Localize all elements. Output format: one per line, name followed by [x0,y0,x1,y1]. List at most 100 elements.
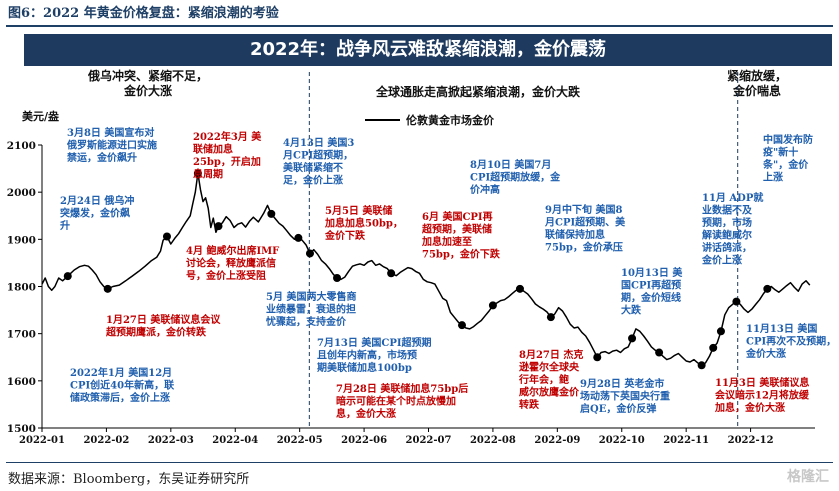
event-annotation-line: 7月28日 美联储加息75bp后 [336,382,468,395]
event-annotation-line: 行年会，鲍 [518,373,569,386]
event-annotation-line: CPI超预期放缓，金 [470,171,561,184]
event-annotation-line: 2022年3月 美 [193,130,262,143]
x-tick-label: 2022-04 [212,435,258,446]
event-marker [628,334,637,343]
event-annotation-line: 息周期 [193,168,223,181]
event-annotation-line: CPI再次不及预期， [746,335,836,348]
source-note: 数据来源：Bloomberg，东吴证券研究所 [8,472,250,487]
y-tick-label: 2100 [7,140,36,152]
legend-label: 伦敦黄金市场金价 [406,113,495,127]
event-annotation-line: 7月13日 美国CPI超预期 [317,336,432,349]
y-tick-label: 1500 [7,423,36,435]
event-annotation-line: 上涨 [763,171,783,184]
event-annotation-line: 2022年1月 美国12月 [70,366,172,379]
phase-label: 金价大涨 [123,83,172,98]
event-annotation-line: 预期，市场 [702,216,752,229]
event-annotation-line: 美联储紧缩不 [283,161,343,174]
event-annotation-line: 期美联储加息100bp [317,361,412,374]
event-annotation-line: 10月13日 美 [621,266,683,279]
event-annotation-line: 讲话鸽派， [702,241,752,254]
x-tick-label: 2022-10 [599,435,645,446]
event-annotation-line: 加息加息50bp， [324,217,403,230]
event-annotation-line: 月CPI超预期， [282,149,353,162]
event-marker [697,361,706,370]
event-marker [593,353,602,362]
event-annotation-line: 会议暗示12月将放缓 [715,389,810,402]
figure-title: 图6：2022 年黄金价格复盘：紧缩浪潮的考验 [8,6,279,21]
phase-label: 俄乌冲突、紧缩不足， [87,68,208,83]
event-marker [193,169,202,178]
event-annotation-line: 8月27日 杰克 [519,348,583,361]
event-markers [63,169,772,370]
event-annotation-line: 息，金价大涨 [336,407,396,420]
legend: 伦敦黄金市场金价 [365,113,495,127]
x-tick-label: 2022-06 [341,435,387,446]
event-annotation-line: 联储加息 [193,143,233,156]
event-annotation-line: 期，金价短线 [621,291,681,304]
title-rule [6,25,833,27]
event-annotation-line: 且创年内新高，市场预 [317,349,417,362]
event-annotation-line: 75bp，金价承压 [545,241,623,254]
x-tick-label: 2022-01 [19,435,65,446]
y-tick-label: 1800 [7,282,36,294]
event-annotation-line: 忧骤起，支持金价 [266,315,347,328]
event-annotation-line: 大跌 [621,304,642,317]
event-annotation-line: CPI创近40年新高，联 [70,379,174,392]
x-tick-label: 2022-02 [83,435,129,446]
event-annotation-line: 金价大涨 [745,347,786,360]
event-annotation-line: 3月8日 美国宣布对 [67,126,154,139]
event-marker [515,284,524,293]
event-annotation-line: 金价上涨 [701,254,742,267]
event-marker [162,232,171,241]
event-annotation-line: 75bp，金价下跌 [422,248,501,261]
event-annotation-line: 升 [60,219,70,232]
event-annotation-line: 加息，金价大涨 [714,401,785,414]
event-annotation-line: 4月 鲍威尔出席IMF [186,244,279,257]
y-tick-label: 1600 [7,376,36,388]
y-tick-label: 1700 [7,329,36,341]
banner-title: 2022年：战争风云难敌紧缩浪潮，金价震荡 [24,34,832,66]
event-annotation-line: 9月中下旬 美国8 [545,203,622,216]
event-marker [267,209,276,218]
x-tick-label: 2022-11 [663,435,709,446]
event-annotation-line: 转跌 [519,398,540,411]
event-annotation-line: 突爆发，金价飙 [60,207,130,220]
x-tick-label: 2022-09 [534,435,580,446]
event-annotation-line: 5月 美国两大零售商 [266,290,356,303]
event-annotation-line: 解读鲍威尔 [702,229,752,242]
event-annotation-line: 业绩暴雷，衰退的担 [266,303,356,316]
series-line-0 [41,172,811,367]
event-annotation-line: 储政策滞后，金价上涨 [69,391,170,404]
event-annotation-line: 超预期鹰派，金价转跌 [105,326,207,339]
event-annotation-line: 价冲高 [470,183,500,196]
series-layer [41,172,811,367]
phase-label: 紧缩放缓， [727,68,787,83]
phase-label: 全球通胀走高掀起紧缩浪潮，金价大跌 [375,84,581,99]
phase-labels: 俄乌冲突、紧缩不足，金价大涨 全球通胀走高掀起紧缩浪潮，金价大跌 紧缩放缓，金价喘息 [87,68,787,99]
event-annotation-line: 场动荡下英国央行重 [580,390,670,403]
y-tick-label: 2000 [7,187,36,199]
event-annotation-line: 8月10日 美国7月 [470,158,551,171]
event-annotation-line: 暗示可能在某个时点放慢加 [336,395,456,408]
event-annotation-line: 中国发布防 [763,133,813,146]
event-marker [63,272,72,281]
event-annotation-line: 禁运，金价飙升 [66,151,137,164]
event-annotation-line: 威尔放鹰金价 [519,386,580,399]
event-marker [709,343,718,352]
chart-axes: 1500 1600 1700 1800 1900 2000 2100 2022-01 2022-… [7,109,815,446]
event-annotation-line: 11月13日 美国 [746,322,817,335]
y-axis-title: 美元/盎 [22,109,60,123]
y-tick-label: 1900 [7,234,36,246]
event-annotation-line: 25bp，开启加 [193,155,261,168]
event-marker [457,321,466,330]
event-annotation-line: 启QE，金价反弹 [580,402,656,415]
event-annotation-line: 5月5日 美联储 [325,204,392,217]
event-marker [732,297,741,306]
event-marker [333,274,342,283]
event-annotation-line: 金价下跌 [324,229,366,242]
event-marker [387,269,396,278]
event-annotation-line: 号，金价上涨受阻 [186,269,266,282]
event-annotation-line: 2月24日 俄乌冲 [60,194,134,207]
